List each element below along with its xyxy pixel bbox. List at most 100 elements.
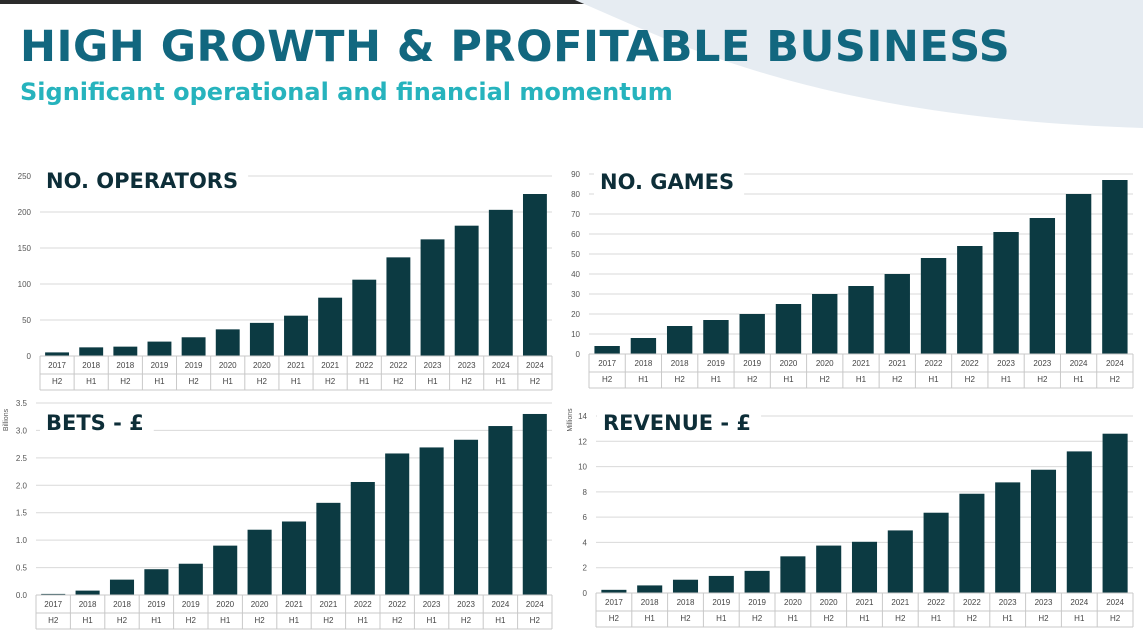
revenue-bar xyxy=(816,545,842,593)
bets-unit-label: Billions xyxy=(3,408,10,431)
bets-bar xyxy=(488,426,513,595)
bets-x-half-label: H2 xyxy=(392,616,403,625)
bets-x-half-label: H2 xyxy=(323,616,334,625)
games-y-tick-label: 60 xyxy=(571,230,580,239)
revenue-y-tick-label: 14 xyxy=(578,412,587,421)
revenue-x-year-label: 2023 xyxy=(1035,598,1053,607)
games-bar xyxy=(703,320,729,354)
games-y-tick-label: 90 xyxy=(571,170,580,179)
games-y-tick-label: 40 xyxy=(571,270,580,279)
bets-y-tick-label: 1.5 xyxy=(16,509,28,518)
revenue-x-half-label: H1 xyxy=(859,614,870,623)
revenue-y-tick-label: 6 xyxy=(583,513,588,522)
revenue-x-year-label: 2018 xyxy=(641,598,659,607)
games-bar xyxy=(594,346,620,354)
bets-y-tick-label: 0.0 xyxy=(16,591,28,600)
games-x-year-label: 2019 xyxy=(707,359,725,368)
games-x-year-label: 2020 xyxy=(780,359,798,368)
operators-bar xyxy=(488,209,513,356)
bets-bar xyxy=(316,502,341,595)
operators-x-half-label: H1 xyxy=(359,377,370,386)
bets-bar xyxy=(453,439,479,595)
operators-x-half-label: H2 xyxy=(530,377,541,386)
revenue-bar xyxy=(959,493,985,593)
revenue-y-tick-label: 2 xyxy=(583,564,588,573)
bets-y-tick-label: 0.5 xyxy=(16,564,28,573)
bets-x-year-label: 2022 xyxy=(354,600,372,609)
games-x-year-label: 2020 xyxy=(816,359,834,368)
games-bar xyxy=(1029,218,1056,354)
games-y-tick-label: 10 xyxy=(571,330,580,339)
revenue-bar xyxy=(851,541,878,593)
operators-chart-svg: 0 50 100 150 200 250 2017 H2 2018 H1 2018 H2 2019 H1 2… xyxy=(18,166,553,391)
bets-x-half-label: H2 xyxy=(117,616,128,625)
operators-bar xyxy=(215,329,240,356)
revenue-x-year-label: 2018 xyxy=(677,598,695,607)
games-y-tick-label: 50 xyxy=(571,250,580,259)
operators-x-half-label: H1 xyxy=(427,377,438,386)
games-x-year-label: 2021 xyxy=(852,359,870,368)
operators-x-year-label: 2024 xyxy=(526,361,544,370)
games-chart: 0 10 20 30 40 50 60 70 80 90 2017 H2 2018 H1 2018 H2 201… xyxy=(571,160,1143,390)
operators-y-tick-label: 250 xyxy=(18,172,32,181)
operators-y-tick-label: 150 xyxy=(18,244,32,253)
games-x-year-label: 2023 xyxy=(997,359,1015,368)
games-x-year-label: 2022 xyxy=(925,359,943,368)
revenue-x-year-label: 2023 xyxy=(999,598,1017,607)
operators-bar xyxy=(454,225,479,356)
bets-bar xyxy=(109,579,135,595)
bets-bar xyxy=(144,569,169,595)
operators-x-year-label: 2023 xyxy=(424,361,442,370)
bets-x-year-label: 2024 xyxy=(526,600,544,609)
games-x-half-label: H1 xyxy=(711,375,722,384)
bets-chart: 0.0 0.5 1.0 1.5 2.0 2.5 3.0 3.5 2017 H2 2018 H1 2018… xyxy=(0,398,570,633)
operators-x-year-label: 2022 xyxy=(390,361,408,370)
revenue-x-half-label: H1 xyxy=(645,614,656,623)
bets-x-year-label: 2019 xyxy=(182,600,200,609)
bets-x-year-label: 2021 xyxy=(320,600,338,609)
bets-x-half-label: H1 xyxy=(82,616,93,625)
bets-bar xyxy=(419,447,444,595)
games-x-year-label: 2019 xyxy=(743,359,761,368)
games-x-half-label: H2 xyxy=(747,375,758,384)
operators-bar xyxy=(79,347,104,356)
revenue-x-year-label: 2017 xyxy=(605,598,623,607)
games-x-half-label: H1 xyxy=(928,375,939,384)
bets-x-year-label: 2017 xyxy=(44,600,62,609)
games-x-year-label: 2023 xyxy=(1033,359,1051,368)
operators-chart-title: NO. OPERATORS xyxy=(46,169,238,193)
games-x-half-label: H2 xyxy=(965,375,976,384)
operators-x-half-label: H2 xyxy=(325,377,336,386)
bets-x-half-label: H2 xyxy=(186,616,197,625)
revenue-y-tick-label: 4 xyxy=(583,538,588,547)
revenue-x-half-label: H2 xyxy=(752,614,763,623)
games-y-tick-label: 80 xyxy=(571,190,580,199)
bets-bar xyxy=(350,481,375,595)
operators-x-half-label: H2 xyxy=(393,377,404,386)
background-swoosh xyxy=(575,0,1143,128)
games-y-tick-label: 20 xyxy=(571,310,580,319)
operators-x-year-label: 2024 xyxy=(492,361,510,370)
revenue-chart: 0 2 4 6 8 10 12 14 2017 H2 2018 H1 2018 H2 2019 H1 2019 H… xyxy=(567,398,1143,633)
revenue-bar xyxy=(601,589,627,593)
revenue-x-half-label: H2 xyxy=(824,614,835,623)
top-border xyxy=(0,0,1143,4)
operators-y-tick-label: 50 xyxy=(22,316,31,325)
bets-x-year-label: 2023 xyxy=(457,600,475,609)
operators-x-year-label: 2020 xyxy=(253,361,271,370)
games-x-half-label: H2 xyxy=(602,375,613,384)
operators-bar xyxy=(386,257,411,356)
revenue-x-year-label: 2021 xyxy=(891,598,909,607)
bets-x-year-label: 2023 xyxy=(423,600,441,609)
operators-x-year-label: 2017 xyxy=(48,361,66,370)
revenue-x-half-label: H2 xyxy=(680,614,691,623)
bets-x-year-label: 2020 xyxy=(251,600,269,609)
games-x-half-label: H1 xyxy=(783,375,794,384)
games-bar xyxy=(1102,180,1128,354)
games-x-year-label: 2018 xyxy=(671,359,689,368)
bets-bar xyxy=(213,545,238,595)
bets-x-year-label: 2018 xyxy=(113,600,131,609)
bets-x-year-label: 2021 xyxy=(285,600,303,609)
operators-x-half-label: H2 xyxy=(257,377,268,386)
bets-x-half-label: H2 xyxy=(48,616,59,625)
